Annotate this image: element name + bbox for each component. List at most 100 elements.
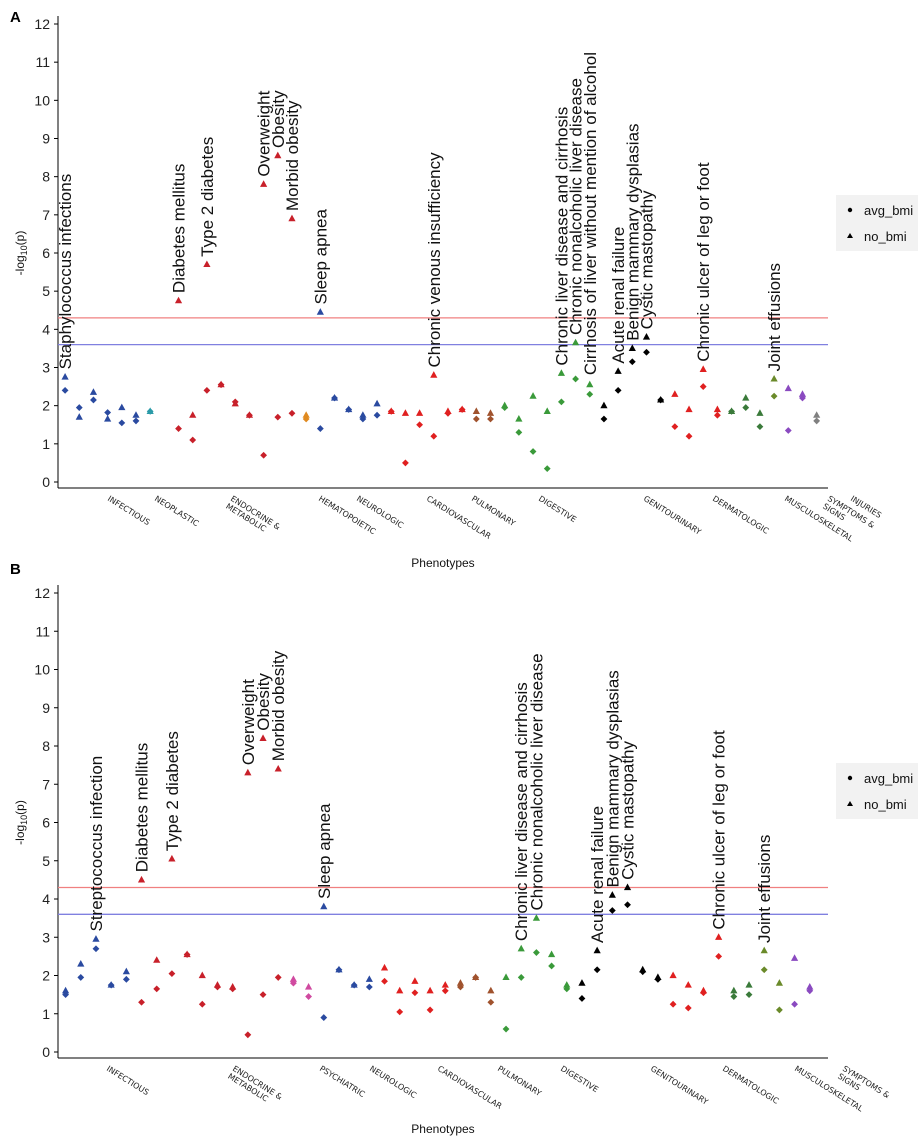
point-no-bmi [727,407,736,414]
point-no-bmi [502,973,510,981]
category-label: PULMONARY [496,1064,543,1098]
annotation-label: Morbid obesity [269,650,288,761]
legend-marker-triangle [847,233,853,238]
point-avg-bmi [472,415,480,423]
category-label: INFECTIOUS [106,494,152,527]
point-no-bmi [168,854,176,862]
annotation-label: Chronic nonalcoholic liver disease [567,78,586,335]
y-tick-label: 9 [42,131,50,147]
point-avg-bmi [316,425,324,432]
y-tick-label: 12 [34,585,50,601]
y-axis-title: -log10(p) [13,800,29,845]
y-tick-label: 10 [34,92,50,108]
point-no-bmi [107,981,115,988]
point-avg-bmi [132,417,140,425]
point-avg-bmi [487,415,494,423]
chart-panel-a: A0123456789101112-log10(p)PhenotypesINFE… [10,9,918,570]
point-no-bmi [380,963,389,971]
point-no-bmi [122,967,130,975]
point-no-bmi [288,214,296,222]
annotation-label: Obesity [254,673,273,731]
point-no-bmi [75,413,83,420]
category-label: DIGESTIVE [537,494,578,524]
point-avg-bmi [502,1025,510,1033]
point-no-bmi [198,971,206,979]
point-no-bmi [699,365,707,373]
point-avg-bmi [168,970,176,977]
point-no-bmi [685,405,693,413]
x-axis-title: Phenotypes [411,556,474,570]
category-label: ENDOCRINE &METABOLIC [224,494,282,539]
point-no-bmi [203,260,211,268]
point-no-bmi [61,373,69,380]
point-no-bmi [330,394,339,401]
point-avg-bmi [416,421,424,429]
point-avg-bmi [402,459,409,467]
point-no-bmi [487,986,495,994]
point-no-bmi [373,399,381,407]
category-label: ENDOCRINE &METABOLIC [226,1064,284,1109]
point-no-bmi [456,979,465,986]
point-avg-bmi [730,993,738,1000]
y-tick-label: 10 [34,662,50,678]
point-no-bmi [304,982,313,990]
point-avg-bmi [75,404,83,411]
point-avg-bmi [791,1000,798,1008]
point-avg-bmi [756,423,764,431]
point-avg-bmi [671,423,679,431]
point-avg-bmi [600,415,608,423]
point-avg-bmi [244,1031,252,1039]
point-no-bmi [411,977,419,984]
legend-label: avg_bmi [864,203,913,218]
category-label: GENITOURINARY [642,494,703,537]
point-no-bmi [137,875,146,883]
point-no-bmi [183,950,191,958]
point-no-bmi [259,734,267,741]
category-label: DERMATOLOGIC [721,1064,781,1106]
y-tick-label: 7 [42,207,50,223]
y-tick-label: 5 [42,853,50,869]
annotation-label: Joint effusions [755,835,774,943]
point-avg-bmi [260,451,268,459]
annotation-label: Cystic mastopathy [637,190,656,329]
legend-box [836,195,918,251]
point-avg-bmi [533,949,540,956]
point-no-bmi [529,392,537,399]
annotation-label: Chronic ulcer of leg or foot [710,730,729,930]
point-no-bmi [401,409,410,416]
point-no-bmi [229,982,237,990]
point-no-bmi [441,981,449,988]
point-no-bmi [715,933,723,940]
point-no-bmi [770,374,778,382]
point-no-bmi [77,960,85,967]
legend-label: no_bmi [864,229,907,244]
point-avg-bmi [669,1000,677,1008]
annotation-label: Acute renal failure [588,806,607,943]
point-avg-bmi [203,387,211,394]
point-avg-bmi [558,398,565,406]
annotation-label: Cystic mastopathy [619,740,638,879]
annotation-label: Benign mammary dysplasias [623,123,642,340]
point-no-bmi [669,971,677,979]
point-no-bmi [486,409,495,416]
point-no-bmi [642,332,651,340]
point-no-bmi [671,390,679,397]
point-no-bmi [396,986,404,994]
point-no-bmi [430,371,438,378]
annotation-label: Overweight [255,90,274,176]
point-no-bmi [189,411,197,418]
point-no-bmi [532,914,541,921]
point-no-bmi [578,979,586,986]
point-no-bmi [61,986,70,994]
y-tick-label: 6 [42,815,50,831]
point-avg-bmi [441,987,449,995]
annotation-label: Type 2 diabetes [198,137,217,257]
point-avg-bmi [813,417,821,425]
point-no-bmi [472,973,480,981]
annotation-label: Sleep apnea [311,209,330,305]
point-avg-bmi [487,998,495,1006]
point-avg-bmi [274,413,282,421]
point-avg-bmi [138,998,145,1006]
point-no-bmi [699,986,708,994]
point-no-bmi [775,979,784,986]
